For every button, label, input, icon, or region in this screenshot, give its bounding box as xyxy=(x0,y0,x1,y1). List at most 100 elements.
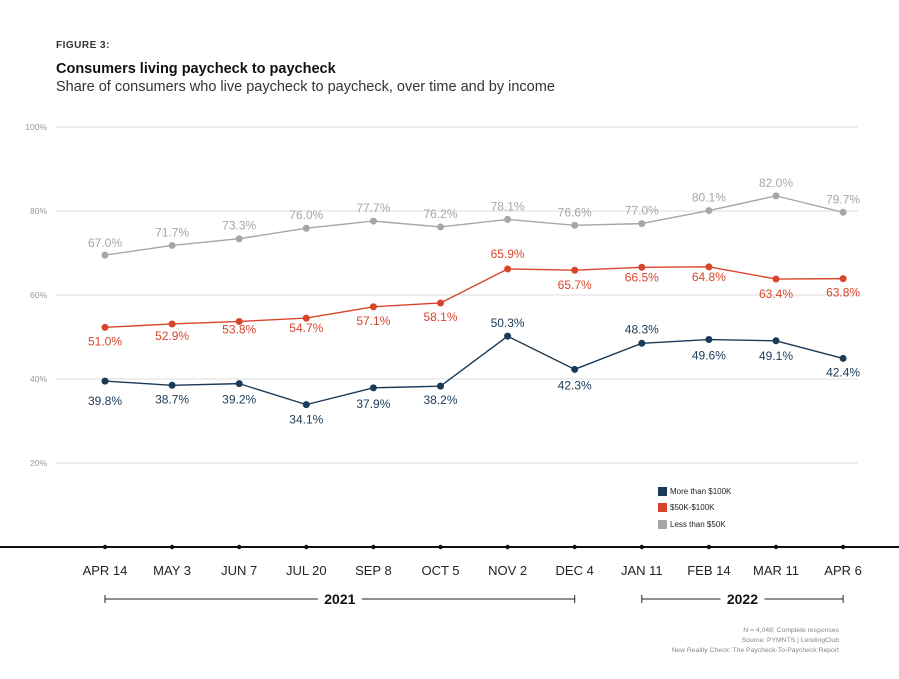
x-tick-label: JUN 7 xyxy=(221,563,257,578)
x-axis-tick xyxy=(102,544,108,550)
data-point xyxy=(772,192,780,200)
data-label: 77.0% xyxy=(625,204,659,218)
data-label: 63.4% xyxy=(759,287,793,301)
year-label: 2022 xyxy=(727,591,758,607)
y-tick-label: 80% xyxy=(30,206,47,216)
source-line-source: Source: PYMNTS | LendingClub xyxy=(741,637,839,644)
data-label: 73.3% xyxy=(222,219,256,233)
series-line xyxy=(104,195,844,256)
legend-item-less-than-50k: Less than $50K xyxy=(658,516,731,533)
data-label: 49.6% xyxy=(692,349,726,363)
y-tick-label: 100% xyxy=(25,122,47,132)
data-point xyxy=(839,275,847,283)
data-label: 49.1% xyxy=(759,349,793,363)
data-label: 64.8% xyxy=(692,270,726,284)
data-label: 82.0% xyxy=(759,176,793,190)
data-label: 78.1% xyxy=(491,199,525,213)
source-note: N = 4,048: Complete responses Source: PY… xyxy=(671,626,839,656)
data-point xyxy=(504,215,512,223)
x-tick-label: MAY 3 xyxy=(153,563,191,578)
source-line-report: New Reality Check: The Paycheck-To-Paych… xyxy=(671,647,839,654)
data-point xyxy=(235,235,243,243)
data-point xyxy=(437,223,444,231)
data-point xyxy=(302,224,310,232)
data-point xyxy=(705,263,713,271)
legend: More than $100K $50K-$100K Less than $50… xyxy=(658,483,731,533)
data-point xyxy=(705,207,713,215)
data-point xyxy=(638,339,646,347)
data-label: 51.0% xyxy=(88,334,122,348)
data-label: 58.1% xyxy=(423,310,457,324)
data-point xyxy=(571,221,579,229)
data-point xyxy=(772,275,780,283)
data-point xyxy=(369,217,377,225)
x-tick-label: MAR 11 xyxy=(753,563,799,578)
legend-swatch xyxy=(658,486,667,496)
data-label: 76.6% xyxy=(558,205,592,219)
data-point xyxy=(437,382,444,390)
x-axis-tick xyxy=(304,544,309,550)
data-label: 38.2% xyxy=(423,393,457,407)
data-label: 57.1% xyxy=(356,314,390,328)
data-label: 50.3% xyxy=(491,316,525,330)
x-axis-tick xyxy=(706,544,712,550)
x-axis-tick xyxy=(840,544,846,550)
data-label: 79.7% xyxy=(826,192,860,206)
x-axis-tick xyxy=(773,544,779,550)
x-axis-tick xyxy=(639,544,644,550)
data-point xyxy=(101,323,109,331)
data-label: 42.3% xyxy=(558,378,592,392)
data-label: 54.7% xyxy=(289,321,323,335)
data-point xyxy=(302,314,310,322)
x-axis-tick xyxy=(505,544,510,550)
chart-title: Consumers living paycheck to paycheck xyxy=(56,61,336,77)
source-line-sample: N = 4,048: Complete responses xyxy=(743,627,839,634)
legend-item-50k-100k: $50K-$100K xyxy=(658,500,731,517)
x-axis-tick xyxy=(237,544,242,550)
data-point xyxy=(302,401,310,409)
y-tick-label: 20% xyxy=(30,458,47,468)
data-point xyxy=(235,317,243,325)
data-label: 66.5% xyxy=(625,270,659,284)
x-tick-label: DEC 4 xyxy=(556,563,594,578)
chart-subtitle: Share of consumers who live paycheck to … xyxy=(56,79,555,95)
data-point xyxy=(504,265,512,273)
data-point xyxy=(437,299,444,307)
data-label: 42.4% xyxy=(826,365,860,379)
data-point xyxy=(235,380,243,388)
data-label: 65.7% xyxy=(558,278,592,292)
x-axis-tick xyxy=(371,544,376,550)
data-label: 71.7% xyxy=(155,225,189,239)
data-label: 39.2% xyxy=(222,393,256,407)
legend-item-more-than-100k: More than $100K xyxy=(658,483,731,500)
x-tick-label: NOV 2 xyxy=(488,563,527,578)
data-label: 52.9% xyxy=(155,329,189,343)
data-point xyxy=(168,241,176,249)
x-tick-label: OCT 5 xyxy=(421,563,459,578)
data-label: 76.0% xyxy=(289,208,323,222)
data-point xyxy=(571,266,579,274)
data-point xyxy=(638,263,646,271)
legend-label: More than $100K xyxy=(670,486,732,496)
data-point xyxy=(504,332,512,340)
data-point xyxy=(705,336,713,344)
data-point xyxy=(168,320,176,328)
data-label: 76.2% xyxy=(423,207,457,221)
data-point xyxy=(101,377,109,385)
figure-label: FIGURE 3: xyxy=(56,40,110,51)
data-label: 63.8% xyxy=(826,286,860,300)
data-label: 53.8% xyxy=(222,322,256,336)
data-label: 39.8% xyxy=(88,394,122,408)
x-axis-tick xyxy=(169,544,175,550)
legend-swatch xyxy=(658,519,667,529)
data-point xyxy=(369,384,377,392)
data-point xyxy=(772,337,780,345)
data-point xyxy=(839,354,847,362)
data-label: 77.7% xyxy=(356,201,390,215)
y-tick-label: 40% xyxy=(30,374,47,384)
data-point xyxy=(101,251,109,259)
data-label: 48.3% xyxy=(625,322,659,336)
data-label: 37.9% xyxy=(356,397,390,411)
x-axis-tick xyxy=(572,544,577,550)
